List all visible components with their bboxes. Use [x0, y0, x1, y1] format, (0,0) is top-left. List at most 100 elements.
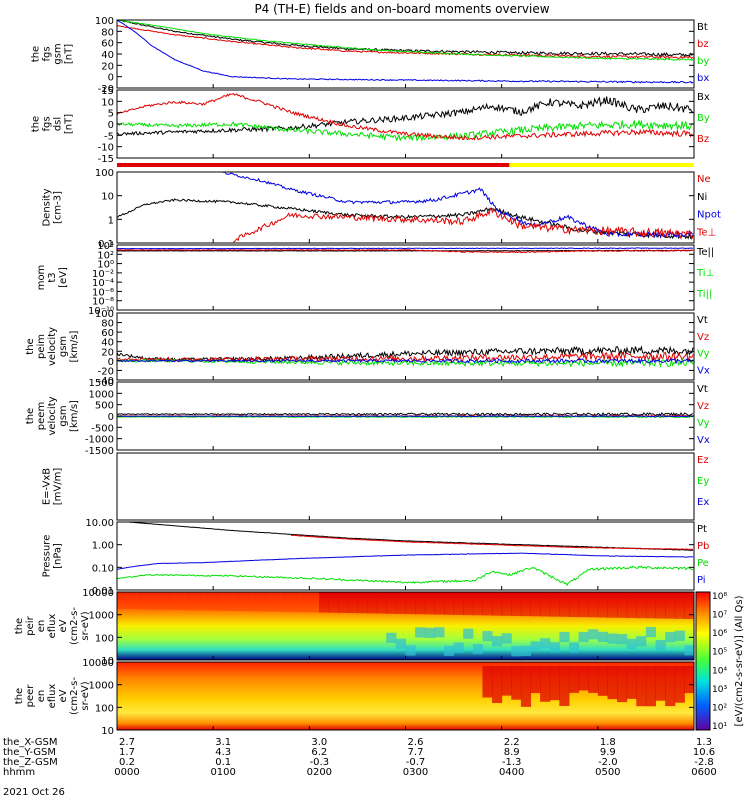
x-date: 2021 Oct 26 — [3, 787, 65, 798]
colorbar-tick-label: 10⁴ — [712, 666, 727, 676]
heatmap-cell — [645, 666, 657, 707]
y-tick-label: 10.00 — [85, 518, 114, 529]
heatmap-cell — [645, 592, 657, 619]
heatmap-cell — [559, 631, 570, 643]
x-row-value: 2.2 — [504, 737, 520, 748]
y-tick-label: -1000 — [85, 435, 114, 446]
x-row-value: 4.3 — [215, 747, 231, 758]
legend-bz: bz — [697, 39, 709, 50]
y-tick-label: 0 — [108, 357, 114, 368]
y-tick-label: -40 — [98, 376, 114, 387]
y-tick-label: 10⁰ — [97, 260, 114, 271]
legend-Ti||: Ti|| — [696, 289, 712, 300]
legend-Vt: Vt — [697, 315, 708, 326]
heatmap-cell — [540, 666, 551, 702]
heatmap-cell — [597, 631, 608, 642]
y-tick-label: -500 — [91, 423, 114, 434]
heatmap-cell — [472, 643, 483, 655]
heatmap-cell — [376, 592, 387, 614]
y-label-line: [nT] — [64, 44, 75, 64]
y-tick-label: 10⁻¹⁰ — [88, 306, 114, 317]
heatmap-cell — [674, 630, 685, 641]
legend-Pb: Pb — [697, 541, 709, 552]
y-tick-label: 10 — [101, 726, 114, 737]
y-label-line: the — [25, 408, 36, 424]
legend-Bz: Bz — [697, 134, 709, 145]
heatmap-cell — [136, 592, 147, 610]
legend-Bt: Bt — [697, 22, 708, 33]
heatmap-cell — [184, 592, 195, 611]
heatmap-cell — [261, 592, 272, 612]
y-label-line: peem — [36, 402, 47, 430]
y-label-line: Pressure — [42, 535, 53, 578]
heatmap-cell — [617, 666, 628, 703]
heatmap-cell — [386, 632, 397, 643]
legend-Ne: Ne — [697, 174, 711, 185]
x-axis-labels: the_X-GSM 2.7 3.1 3.0 2.6 2.2 1.8 1.3 the_Y-GSM 1… — [3, 737, 717, 798]
y-label-line: mom — [36, 265, 47, 291]
y-label-line: eflux — [47, 614, 58, 639]
heatmap-cell — [472, 592, 483, 616]
legend-Npot: Npot — [697, 210, 721, 221]
x-row-value: 6.2 — [311, 747, 327, 758]
x-row-value: 0500 — [595, 767, 620, 778]
heatmap-cell — [463, 628, 474, 639]
y-tick-label: 20 — [101, 61, 114, 72]
y-label-line: fgs — [42, 46, 53, 61]
series-Ti — [116, 247, 694, 250]
heatmap-cell — [395, 638, 406, 649]
heatmap-cell — [607, 592, 618, 618]
heatmap-cell — [655, 640, 666, 651]
x-row-value: 3.0 — [311, 737, 327, 748]
heatmap-cell — [617, 634, 628, 645]
y-tick-label: 20 — [101, 347, 114, 358]
y-tick-label: 10⁻⁶ — [92, 287, 114, 298]
heatmap-cell — [578, 631, 589, 643]
legend-Vy: Vy — [697, 349, 710, 360]
legend-Vx: Vx — [697, 365, 710, 376]
heatmap-cell — [578, 592, 589, 618]
y-label-line: gsm — [53, 43, 64, 64]
x-row-value: 0.1 — [215, 757, 231, 768]
series-Vy — [116, 357, 694, 369]
heatmap-cell — [636, 592, 647, 619]
panel-frame — [116, 312, 695, 381]
heatmap-cell — [511, 592, 522, 616]
heatmap-cell — [193, 592, 205, 611]
y-tick-label: 10⁻² — [92, 269, 114, 280]
legend-Ni: Ni — [697, 192, 707, 203]
colorbar-tick-label: 10⁷ — [712, 611, 727, 621]
panel-pressure: Pressure[nPa] 10.00 1.00 0.10 0.01 Pt Pb Pe Pi — [42, 518, 710, 597]
heatmap-cell — [636, 636, 647, 647]
y-tick-label: -15 — [98, 154, 114, 165]
heatmap-cell — [549, 666, 560, 701]
heatmap-cell — [511, 666, 522, 700]
y-tick-label: 100 — [95, 703, 114, 714]
heatmap-cell — [117, 592, 128, 609]
heatmap-cell — [626, 638, 637, 650]
x-row-value: -2.0 — [598, 757, 618, 768]
legend-Ti⊥: Ti⊥ — [696, 268, 714, 279]
heatmap-cell — [540, 638, 551, 649]
y-tick-label: 1000 — [89, 611, 114, 622]
y-tick-label: 100 — [95, 168, 114, 179]
y-axis-label: momt3[eV] — [36, 265, 69, 291]
x-row-value: 7.7 — [408, 747, 424, 758]
y-label-line: Density — [42, 188, 53, 226]
x-row-value: 0200 — [307, 767, 332, 778]
y-tick-label: 10 — [101, 97, 114, 108]
colorbar-label: [eV/(cm2-s-sr-eV)] (All Qs) — [734, 595, 745, 726]
y-axis-label: thefgsdsl[nT] — [31, 114, 75, 134]
heatmap-cell — [559, 666, 570, 706]
x-row-value: 0400 — [499, 767, 524, 778]
y-tick-label: -5 — [104, 131, 114, 142]
heatmap-cell — [367, 592, 378, 614]
heatmap-cell — [607, 666, 618, 700]
legend-bx: bx — [697, 73, 709, 84]
x-row-value: -0.3 — [310, 757, 330, 768]
x-row-value: -1.3 — [502, 757, 522, 768]
series-Vx — [117, 415, 694, 418]
colorbar: 10⁸ 10⁷ 10⁶ 10⁵ 10⁴ 10³ 10² 10¹ [eV/(cm2-s-sr-eV… — [695, 591, 745, 732]
y-tick-label: 5 — [108, 109, 114, 120]
